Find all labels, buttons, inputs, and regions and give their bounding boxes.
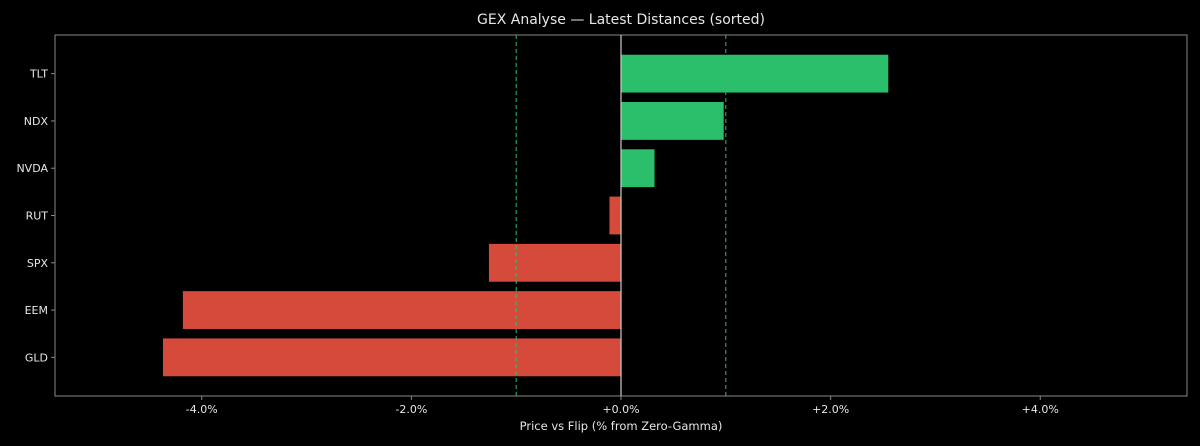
- bar-eem: [182, 291, 621, 329]
- chart-title: GEX Analyse — Latest Distances (sorted): [477, 12, 765, 28]
- bar-gld: [162, 338, 621, 377]
- bar-rut: [609, 196, 621, 235]
- y-tick-label: EEM: [25, 304, 48, 317]
- y-tick-label: NVDA: [16, 162, 48, 175]
- y-tick-label: NDX: [24, 115, 49, 128]
- bar-spx: [488, 243, 621, 282]
- x-tick-label: +4.0%: [1022, 403, 1059, 416]
- y-tick-label: SPX: [27, 257, 49, 270]
- y-tick-label: GLD: [25, 351, 48, 364]
- bar-tlt: [621, 54, 889, 93]
- y-tick-label: TLT: [29, 68, 48, 81]
- bar-nvda: [621, 149, 655, 188]
- x-tick-label: -2.0%: [395, 403, 427, 416]
- x-axis-label: Price vs Flip (% from Zero-Gamma): [520, 419, 723, 433]
- x-tick-label: +2.0%: [812, 403, 849, 416]
- bar-ndx: [621, 102, 724, 140]
- x-tick-label: -4.0%: [186, 403, 218, 416]
- y-tick-label: RUT: [26, 210, 49, 223]
- x-tick-label: +0.0%: [602, 403, 639, 416]
